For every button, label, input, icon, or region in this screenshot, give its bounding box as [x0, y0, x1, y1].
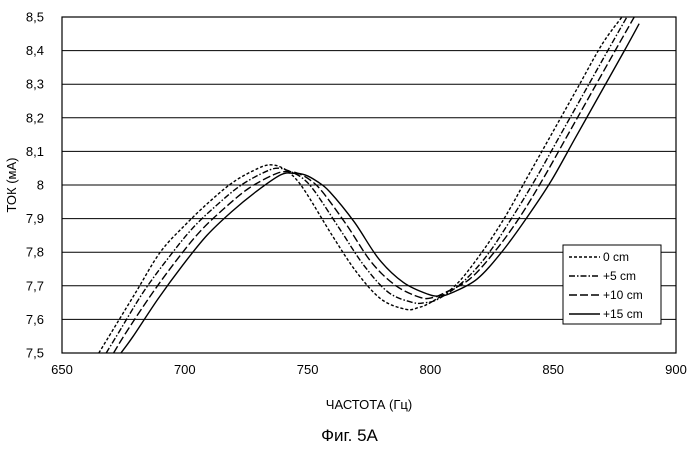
- y-tick-labels: 7,5 7,6 7,7 7,8 7,9 8 8,1 8,2 8,3 8,4 8,5: [26, 10, 44, 361]
- y-tick-label: 7,5: [26, 346, 44, 361]
- y-tick-label: 8,5: [26, 10, 44, 25]
- legend-label: 0 cm: [603, 250, 629, 264]
- y-tick-label: 8,3: [26, 77, 44, 92]
- x-tick-labels: 650 700 750 800 850 900: [51, 362, 687, 377]
- y-tick-label: 7,8: [26, 245, 44, 260]
- legend-label: +10 cm: [603, 288, 643, 302]
- series-line: [120, 23, 640, 353]
- legend: 0 cm +5 cm +10 cm +15 cm: [562, 244, 662, 325]
- x-tick-label: 800: [420, 362, 442, 377]
- legend-box: [562, 244, 662, 325]
- figure-caption: Фиг. 5А: [321, 426, 378, 445]
- x-tick-label: 650: [51, 362, 73, 377]
- legend-label: +5 cm: [603, 269, 636, 283]
- plot-area: [61, 16, 677, 354]
- y-tick-label: 8: [37, 178, 44, 193]
- y-tick-label: 8,2: [26, 110, 44, 125]
- y-axis-label: ТОК (мА): [4, 158, 19, 213]
- grid: [62, 50, 676, 320]
- y-tick-label: 8,1: [26, 144, 44, 159]
- x-axis-label: ЧАСТОТА (Гц): [326, 397, 412, 412]
- x-tick-label: 850: [542, 362, 564, 377]
- y-tick-label: 7,9: [26, 211, 44, 226]
- series-line: [98, 17, 623, 353]
- legend-label: +15 cm: [603, 307, 643, 321]
- x-tick-label: 700: [174, 362, 196, 377]
- series-line: [112, 17, 635, 353]
- y-tick-label: 7,7: [26, 278, 44, 293]
- y-tick-label: 7,6: [26, 312, 44, 327]
- y-tick-label: 8,4: [26, 43, 44, 58]
- x-tick-label: 750: [297, 362, 319, 377]
- x-tick-label: 900: [665, 362, 687, 377]
- legend-items: 0 cm +5 cm +10 cm +15 cm: [569, 250, 643, 321]
- series-line: [105, 17, 628, 353]
- series-group: [98, 17, 640, 353]
